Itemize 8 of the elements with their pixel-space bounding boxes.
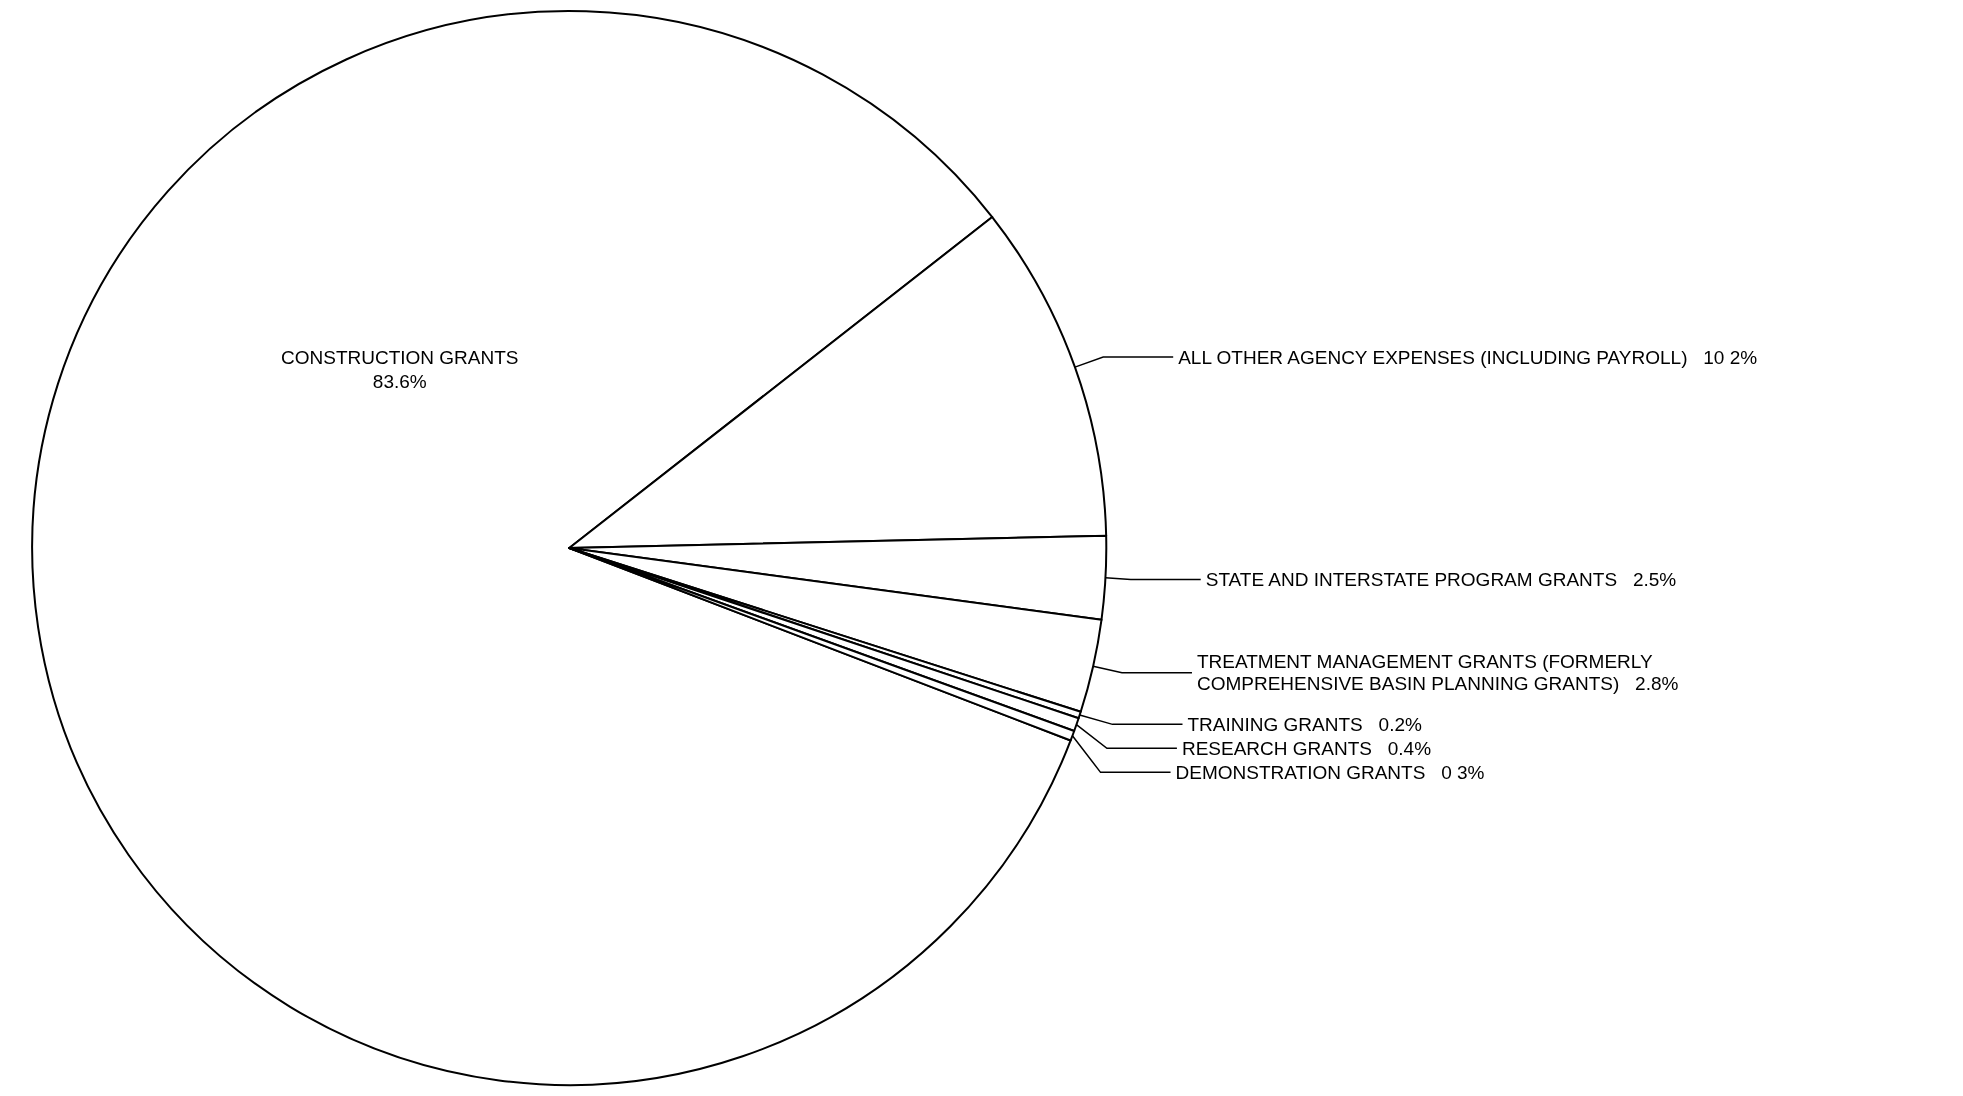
data-label: 83.6% xyxy=(372,370,427,392)
slice-label: TREATMENT MANAGEMENT GRANTS (FORMERLY COMPREHENSIVE BASIN PLANNING GRANTS) 2.8% xyxy=(1196,651,1679,695)
slice-label: STATE AND INTERSTATE PROGRAM GRANTS 2.5% xyxy=(1205,568,1677,590)
slice-label: RESEARCH GRANTS 0.4% xyxy=(1181,737,1432,759)
slice-label: ALL OTHER AGENCY EXPENSES (INCLUDING PAYROLL) 10 2% xyxy=(1178,346,1758,368)
slice-label: DEMONSTRATION GRANTS 0 3% xyxy=(1175,761,1485,783)
slice-label: CONSTRUCTION GRANTS xyxy=(281,346,519,368)
slice-label: TRAINING GRANTS 0.2% xyxy=(1187,713,1422,735)
